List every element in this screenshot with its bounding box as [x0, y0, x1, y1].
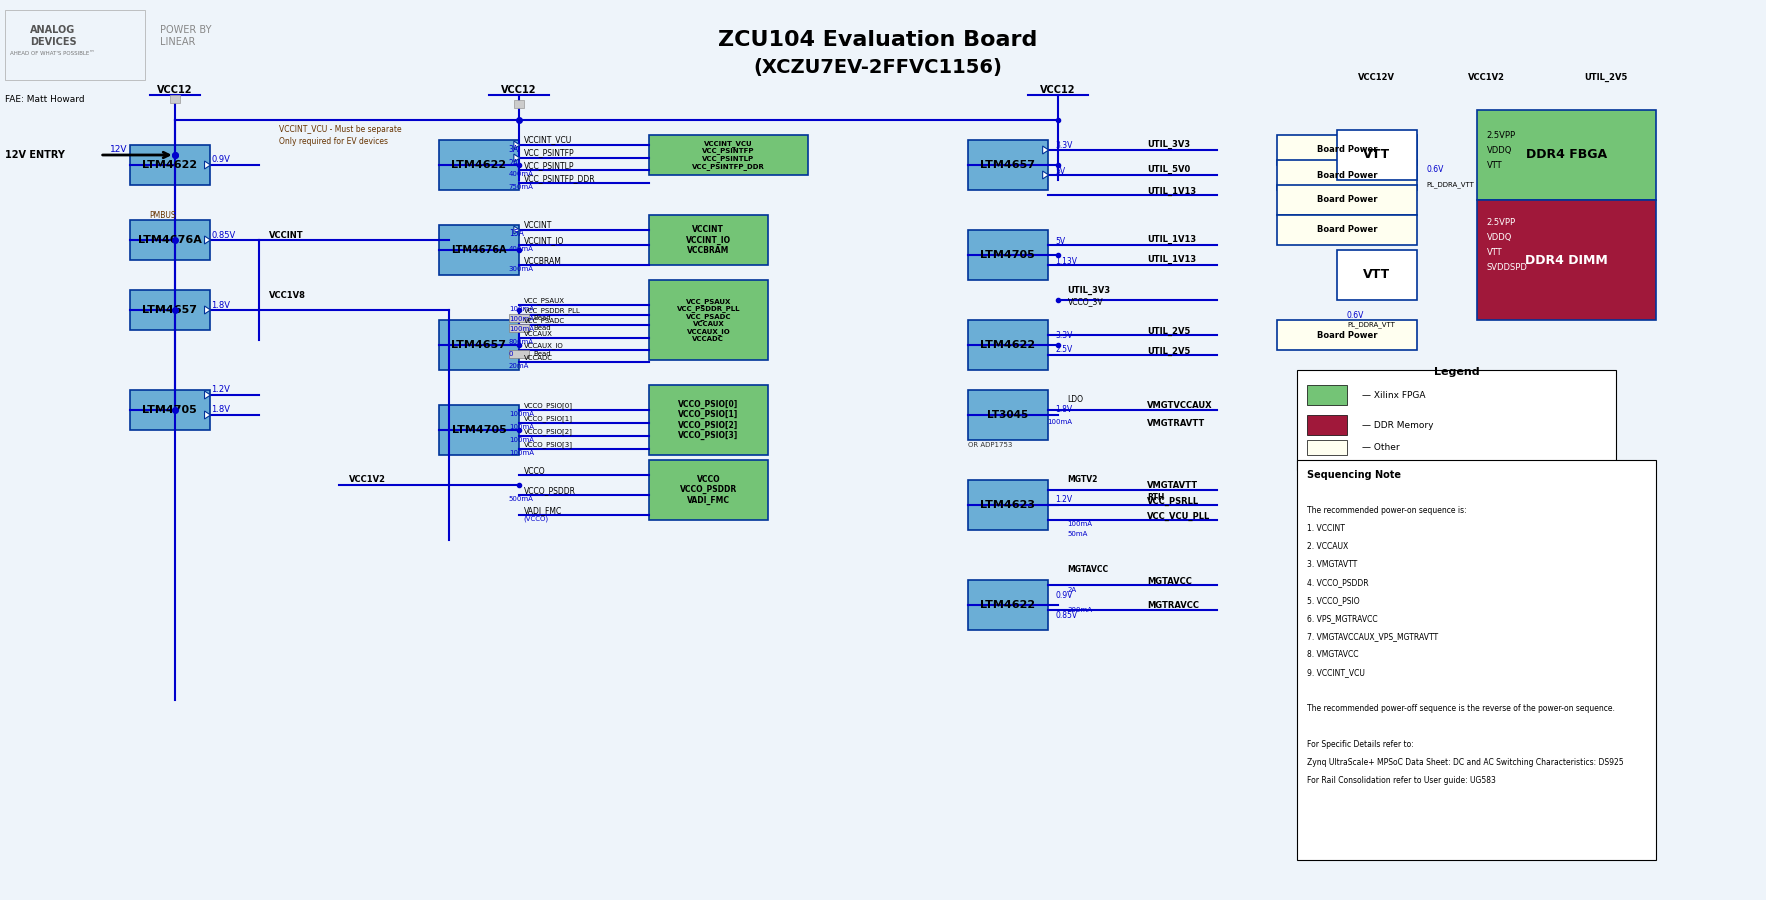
Text: VCCINT_IO: VCCINT_IO [525, 237, 563, 246]
Bar [509, 350, 528, 358]
Text: DDR4 FBGA: DDR4 FBGA [1526, 148, 1607, 161]
Text: UTIL_2V5: UTIL_2V5 [1148, 346, 1190, 356]
Text: VCCINT_VCU: VCCINT_VCU [525, 136, 572, 145]
Text: MGTV2: MGTV2 [1068, 475, 1098, 484]
Text: MGTRAVCC: MGTRAVCC [1148, 601, 1199, 610]
Text: 12V: 12V [109, 146, 127, 155]
Text: VCC12: VCC12 [502, 85, 537, 95]
Polygon shape [1042, 146, 1049, 154]
Text: VMGTVCCAUX: VMGTVCCAUX [1148, 401, 1213, 410]
Polygon shape [1042, 171, 1049, 179]
Text: 3.3V: 3.3V [1056, 141, 1074, 150]
Text: 1. VCCINT: 1. VCCINT [1307, 524, 1346, 533]
Text: 100mA: 100mA [509, 326, 533, 332]
Text: 1.13V: 1.13V [1056, 256, 1077, 266]
Polygon shape [205, 161, 210, 169]
FancyBboxPatch shape [129, 290, 210, 330]
Text: 500mA: 500mA [509, 496, 533, 502]
Text: 2.5VPP: 2.5VPP [1487, 218, 1515, 227]
Text: 2A: 2A [1068, 587, 1077, 593]
FancyBboxPatch shape [5, 10, 145, 80]
Text: 1.2V: 1.2V [212, 385, 230, 394]
FancyBboxPatch shape [1476, 200, 1657, 320]
Text: Sequencing Note: Sequencing Note [1307, 470, 1400, 480]
Text: LTM4623: LTM4623 [980, 500, 1035, 510]
Text: UTIL_5V0: UTIL_5V0 [1148, 165, 1190, 174]
FancyBboxPatch shape [648, 460, 768, 520]
Text: VCCINT
VCCINT_IO
VCCBRAM: VCCINT VCCINT_IO VCCBRAM [685, 225, 731, 255]
Text: VCC1V2: VCC1V2 [350, 475, 387, 484]
FancyBboxPatch shape [968, 580, 1047, 630]
FancyBboxPatch shape [1277, 135, 1416, 165]
Text: 100mA: 100mA [509, 411, 533, 417]
Text: VMGTRAVTT: VMGTRAVTT [1148, 419, 1206, 428]
Bar [509, 314, 528, 322]
Text: OR ADP1753: OR ADP1753 [968, 442, 1012, 448]
Polygon shape [514, 154, 519, 162]
Text: VCCO_PSIO[0]
VCCO_PSIO[1]
VCCO_PSIO[2]
VCCO_PSIO[3]: VCCO_PSIO[0] VCCO_PSIO[1] VCCO_PSIO[2] V… [678, 400, 738, 440]
Text: VCCO_PSDDR: VCCO_PSDDR [525, 487, 576, 496]
Text: 0.85V: 0.85V [212, 230, 237, 239]
Text: VCC_VCU_PLL: VCC_VCU_PLL [1148, 511, 1211, 520]
Text: Only required for EV devices: Only required for EV devices [279, 138, 389, 147]
Text: 6. VPS_MGTRAVCC: 6. VPS_MGTRAVCC [1307, 614, 1377, 623]
FancyBboxPatch shape [440, 225, 519, 275]
Text: VCCO_PSIO[3]: VCCO_PSIO[3] [525, 442, 572, 448]
FancyBboxPatch shape [648, 280, 768, 360]
Text: 8. VMGTAVCC: 8. VMGTAVCC [1307, 650, 1358, 659]
Text: VTT: VTT [1363, 268, 1390, 282]
Text: Board Power: Board Power [1317, 170, 1377, 179]
FancyBboxPatch shape [968, 230, 1047, 280]
Text: VTT: VTT [1363, 148, 1390, 161]
Text: 20mA: 20mA [509, 363, 530, 369]
Text: VCCO
VCCO_PSDDR
VADI_FMC: VCCO VCCO_PSDDR VADI_FMC [680, 475, 736, 505]
Text: AHEAD OF WHAT'S POSSIBLE™: AHEAD OF WHAT'S POSSIBLE™ [11, 51, 95, 56]
FancyBboxPatch shape [1277, 215, 1416, 245]
Text: LTM4622: LTM4622 [141, 160, 198, 170]
Text: LTM4622: LTM4622 [980, 340, 1035, 350]
Polygon shape [205, 391, 210, 399]
Text: UTIL_1V13: UTIL_1V13 [1148, 186, 1197, 195]
Text: 800mA: 800mA [509, 339, 533, 345]
Text: RTH: RTH [1148, 493, 1166, 502]
Text: UTIL_2V5: UTIL_2V5 [1148, 327, 1190, 336]
Text: PMBUS: PMBUS [150, 211, 177, 220]
FancyBboxPatch shape [968, 480, 1047, 530]
Text: LTM4676A: LTM4676A [138, 235, 201, 245]
FancyBboxPatch shape [129, 220, 210, 260]
Text: LTM4705: LTM4705 [143, 405, 198, 415]
Text: 100mA: 100mA [509, 424, 533, 430]
Text: VCCADC: VCCADC [525, 355, 553, 361]
Text: — Other: — Other [1362, 443, 1399, 452]
Text: — Xilinx FPGA: — Xilinx FPGA [1362, 391, 1425, 400]
Text: 1.8V: 1.8V [212, 301, 231, 310]
Text: SVDDSPD: SVDDSPD [1487, 263, 1528, 272]
Text: 1.8V: 1.8V [212, 406, 231, 415]
Text: VCC_PSINTFP_DDR: VCC_PSINTFP_DDR [525, 175, 595, 184]
Text: 2. VCCAUX: 2. VCCAUX [1307, 542, 1347, 551]
Text: 100mA: 100mA [1047, 419, 1072, 425]
Text: VMGTAVTT: VMGTAVTT [1148, 482, 1199, 490]
Bar [1307, 415, 1347, 435]
Text: VCCO_PSIO[2]: VCCO_PSIO[2] [525, 428, 572, 436]
FancyBboxPatch shape [440, 140, 519, 190]
Text: 1.8V: 1.8V [1056, 406, 1072, 415]
Text: 0.9V: 0.9V [1056, 590, 1074, 599]
Text: 12V ENTRY: 12V ENTRY [5, 150, 65, 160]
Text: 100mA: 100mA [509, 450, 533, 456]
Text: 300mA: 300mA [1068, 607, 1093, 613]
Text: 100mA: 100mA [509, 437, 533, 443]
Text: 15A: 15A [509, 230, 525, 238]
Text: VCC_PSDDR_PLL: VCC_PSDDR_PLL [525, 308, 581, 314]
Polygon shape [205, 411, 210, 419]
Text: POWER BY
LINEAR: POWER BY LINEAR [159, 25, 212, 47]
Text: VCC_PSRLL: VCC_PSRLL [1148, 497, 1199, 506]
FancyBboxPatch shape [1337, 250, 1416, 300]
Text: VDDQ: VDDQ [1487, 233, 1512, 242]
FancyBboxPatch shape [1337, 130, 1416, 180]
FancyBboxPatch shape [1296, 460, 1657, 860]
Text: DDR4 DIMM: DDR4 DIMM [1526, 254, 1607, 266]
FancyBboxPatch shape [648, 135, 809, 175]
FancyBboxPatch shape [440, 320, 519, 370]
Text: 100mA: 100mA [1068, 521, 1093, 527]
